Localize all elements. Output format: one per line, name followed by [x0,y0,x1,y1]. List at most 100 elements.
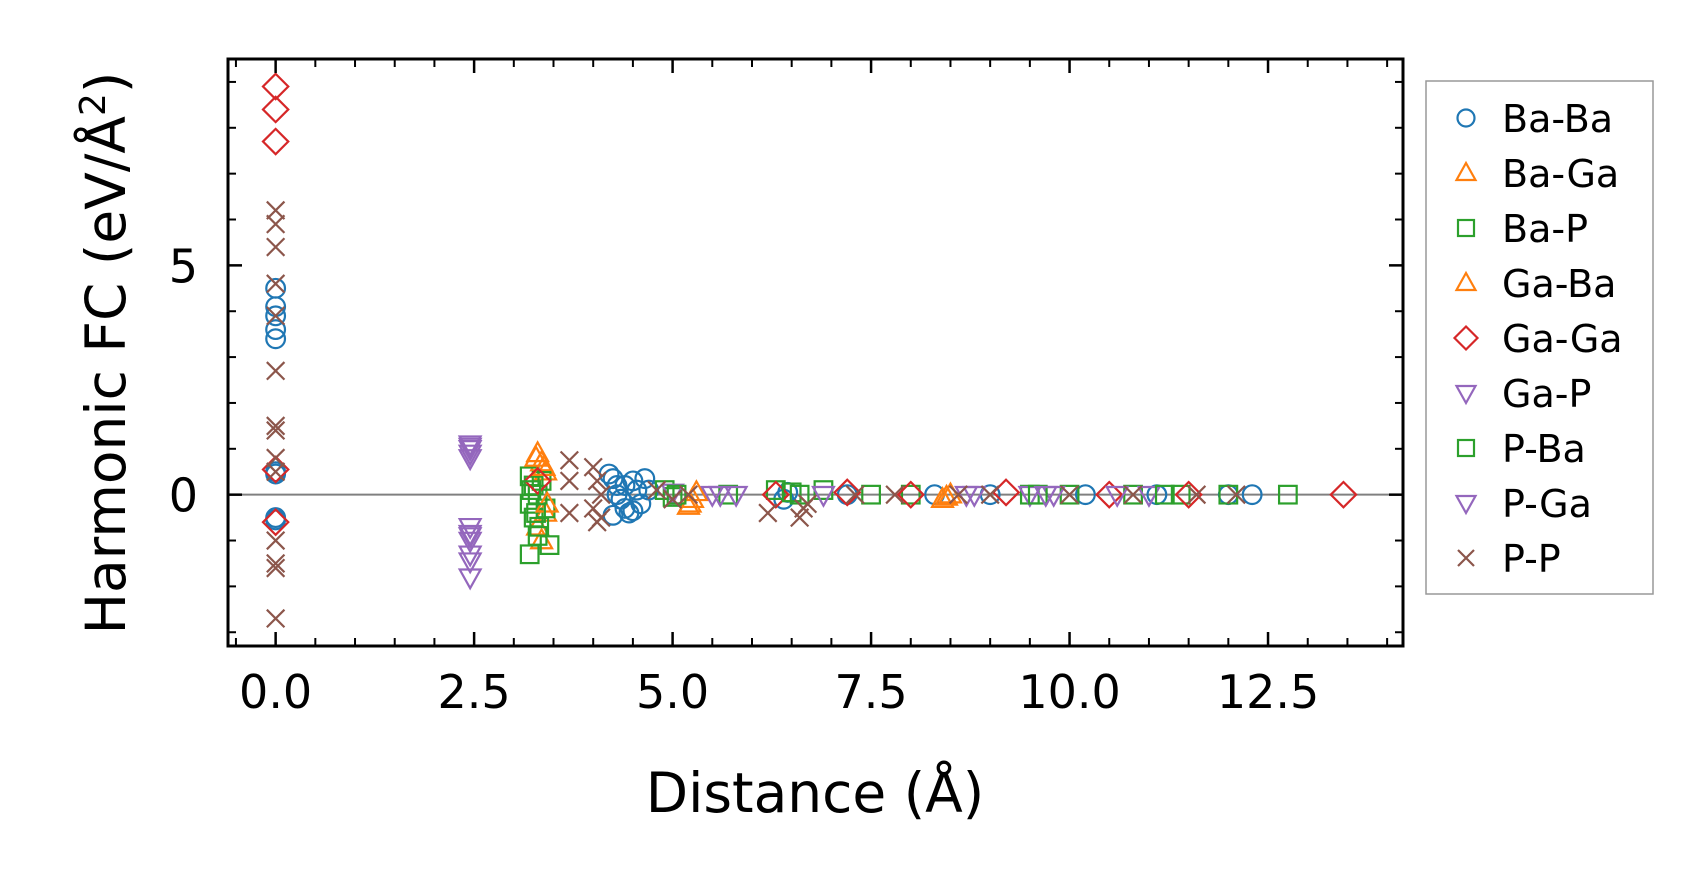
data-point [634,468,656,490]
data-point [266,237,286,257]
legend-label: Ga-Ba [1502,262,1616,306]
data-point [1033,485,1059,508]
legend-item: P-Ba [1456,427,1586,471]
data-point [265,328,287,350]
legend-marker [1456,218,1476,238]
data-point [1277,484,1298,505]
x-tick-label: 7.5 [834,665,907,719]
data-point [266,214,286,234]
data-point [261,127,290,156]
data-point [1174,480,1203,509]
data-point [1095,480,1124,509]
data-point [1154,484,1175,505]
data-point [523,466,552,496]
data-point [885,485,905,505]
data-point [896,480,925,509]
data-point [758,503,778,523]
legend-marker [1454,160,1478,182]
legend-item: Ba-P [1456,207,1588,251]
data-point [457,437,483,460]
data-point [930,485,955,509]
data-point [457,444,483,467]
data-point [539,535,560,556]
data-point [1074,484,1096,506]
plot-frame [226,57,1405,648]
legend-label: Ba-P [1502,207,1588,251]
data-point [1123,485,1143,505]
data-point [266,361,286,381]
legend-marker [1454,270,1478,292]
data-point [529,516,550,537]
data-point [845,485,865,505]
data-point [266,462,286,482]
data-point [559,471,579,491]
legend-item: Ga-Ba [1454,262,1616,306]
data-point [457,527,483,550]
data-point [265,305,287,327]
series-ga-p [457,435,1162,591]
x-axis-label: Distance (Å) [646,760,985,825]
data-point [521,480,542,500]
data-point [1104,485,1130,508]
legend-item: Ga-P [1454,372,1591,416]
data-point [761,480,791,509]
legend-label: P-P [1502,537,1561,581]
data-point [261,72,290,101]
data-point [1241,484,1263,506]
data-point [1226,485,1246,505]
data-point [266,530,286,551]
legend-item: Ga-Ga [1452,317,1623,361]
data-point [583,457,603,477]
y-axis-label-main: Harmonic FC (eV/Å [73,116,138,635]
plot-area: 0.0 2.5 5.0 7.5 10.0 12.5 0 5 [169,57,1405,719]
data-point [523,444,549,467]
data-point [457,552,483,575]
data-point [266,420,286,441]
data-point [591,485,611,505]
axis-labels: Distance (Å) Harmonic FC (eV/Å2) [73,72,984,825]
series-ba-ba [265,277,1263,531]
data-point [266,558,286,578]
legend-marker [1456,438,1476,458]
legend-item: P-Ga [1454,482,1592,526]
legend-marker [1452,324,1480,352]
data-point [266,274,286,294]
legend-item: Ba-Ga [1454,152,1619,196]
data-point [559,450,579,470]
y-axis-label-superscript: 2 [73,93,114,116]
data-point [723,485,749,508]
data-point [797,494,818,514]
legend-item: P-P [1457,537,1561,581]
legend-label: P-Ba [1502,427,1586,471]
series-p-p [266,200,1246,629]
data-point [266,200,286,220]
x-tick-label: 5.0 [636,665,709,719]
data-point [1187,485,1207,505]
data-point [457,449,483,472]
data-point [614,475,636,496]
data-point [261,95,290,124]
legend-marker [1456,108,1476,128]
data-point [266,416,286,436]
legend-item: Ba-Ba [1456,97,1613,141]
legend-marker [1454,384,1478,406]
y-axis-label: Harmonic FC (eV/Å2) [73,72,138,635]
data-point [534,490,560,513]
data-point [526,503,546,523]
data-point [265,277,287,299]
data-point [266,608,286,629]
data-point [980,485,1000,505]
data-point [591,508,611,528]
data-point [626,479,648,501]
legend-marker [1454,494,1478,516]
data-point [265,319,287,341]
data-point [647,480,667,500]
data-point [1059,485,1080,505]
data-point [781,482,802,503]
data-point [900,484,921,505]
legend-label: Ba-Ba [1502,97,1613,141]
data-point [1170,484,1191,505]
data-point [266,553,286,574]
data-point [833,478,862,507]
